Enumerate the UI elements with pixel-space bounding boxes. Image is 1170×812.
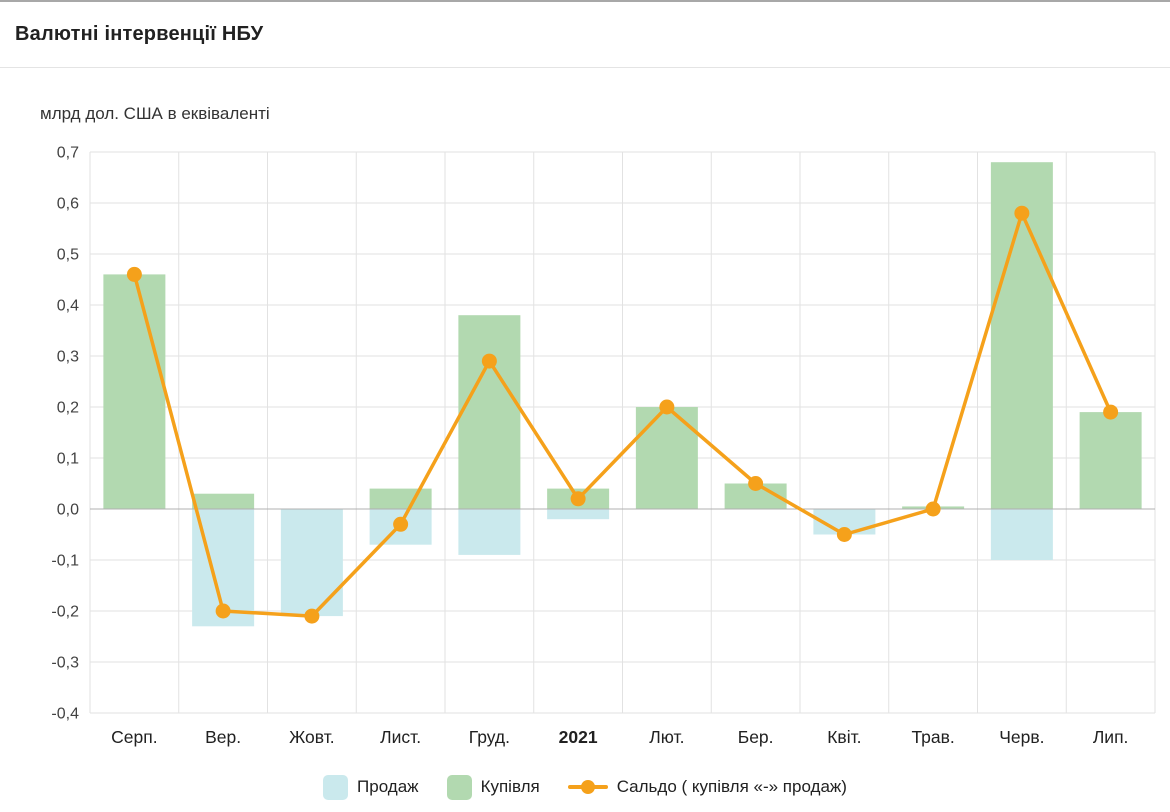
bar-purchase[interactable] [369,488,432,509]
y-axis-unit-label: млрд дол. США в еквіваленті [40,104,270,123]
saldo-point[interactable] [126,266,142,282]
saldo-line-marker [567,780,608,794]
y-tick-label: 0,0 [57,502,79,519]
saldo-point[interactable] [1014,205,1030,221]
x-axis-label: Вер. [205,727,241,747]
y-tick-label: 0,6 [57,196,79,213]
saldo-point[interactable] [925,501,941,517]
saldo-point[interactable] [659,399,675,415]
sale-swatch [323,774,349,800]
chart-title-bar: Валютні інтервенції НБУ [0,2,1170,68]
y-tick-label: 0,2 [57,400,79,417]
bar-purchase[interactable] [103,274,166,509]
x-axis-label: Жовт. [289,727,335,747]
saldo-point[interactable] [304,608,320,624]
saldo-line [132,211,1113,618]
y-tick-label: 0,3 [57,349,79,366]
saldo-point[interactable] [393,516,409,532]
chart-legend: Продаж Купівля Сальдо ( купівля «-» прод… [0,770,1170,804]
legend-label-saldo: Сальдо ( купівля «-» продаж) [616,777,847,796]
y-tick-label: -0,3 [51,655,79,672]
x-axis-label: Груд. [469,727,510,747]
saldo-point[interactable] [748,476,764,491]
x-axis-label: Бер. [738,727,774,747]
bar-purchase[interactable] [1079,412,1142,509]
x-axis-label: 2021 [559,727,598,747]
x-axis-label: Лип. [1093,727,1129,747]
bar-sale[interactable] [458,509,521,555]
legend-item-saldo[interactable]: Сальдо ( купівля «-» продаж) [567,777,847,797]
x-axis-label: Трав. [911,727,954,747]
legend-item-sale[interactable]: Продаж [323,774,419,800]
x-axis-label: Лист. [380,727,421,747]
y-tick-label: 0,5 [57,247,79,264]
x-axis-label: Квіт. [827,727,861,747]
legend-item-purchase[interactable]: Купівля [446,774,540,800]
y-tick-label: -0,1 [51,553,79,570]
x-axis-label: Лют. [649,727,684,747]
y-tick-label: 0,7 [57,145,79,162]
bar-sale[interactable] [280,509,343,617]
y-tick-label: -0,2 [51,604,79,621]
bar-purchase[interactable] [192,493,255,509]
saldo-point[interactable] [836,527,852,542]
x-axis-label: Черв. [999,727,1044,747]
saldo-point[interactable] [570,491,586,507]
saldo-point[interactable] [1103,404,1119,420]
bar-purchase[interactable] [458,315,521,509]
y-tick-label: 0,1 [57,451,79,468]
purchase-swatch [446,774,472,800]
bar-purchase[interactable] [635,407,698,509]
y-tick-label: -0,4 [51,706,79,723]
bar-sale[interactable] [990,509,1053,560]
legend-label-sale: Продаж [357,777,419,796]
y-tick-label: 0,4 [57,298,79,315]
x-axis-label: Серп. [111,727,157,747]
saldo-point[interactable] [481,353,497,369]
bar-sale[interactable] [547,509,610,520]
page-title: Валютні інтервенції НБУ [15,23,264,45]
saldo-point[interactable] [215,603,231,619]
legend-label-purchase: Купівля [480,777,540,796]
